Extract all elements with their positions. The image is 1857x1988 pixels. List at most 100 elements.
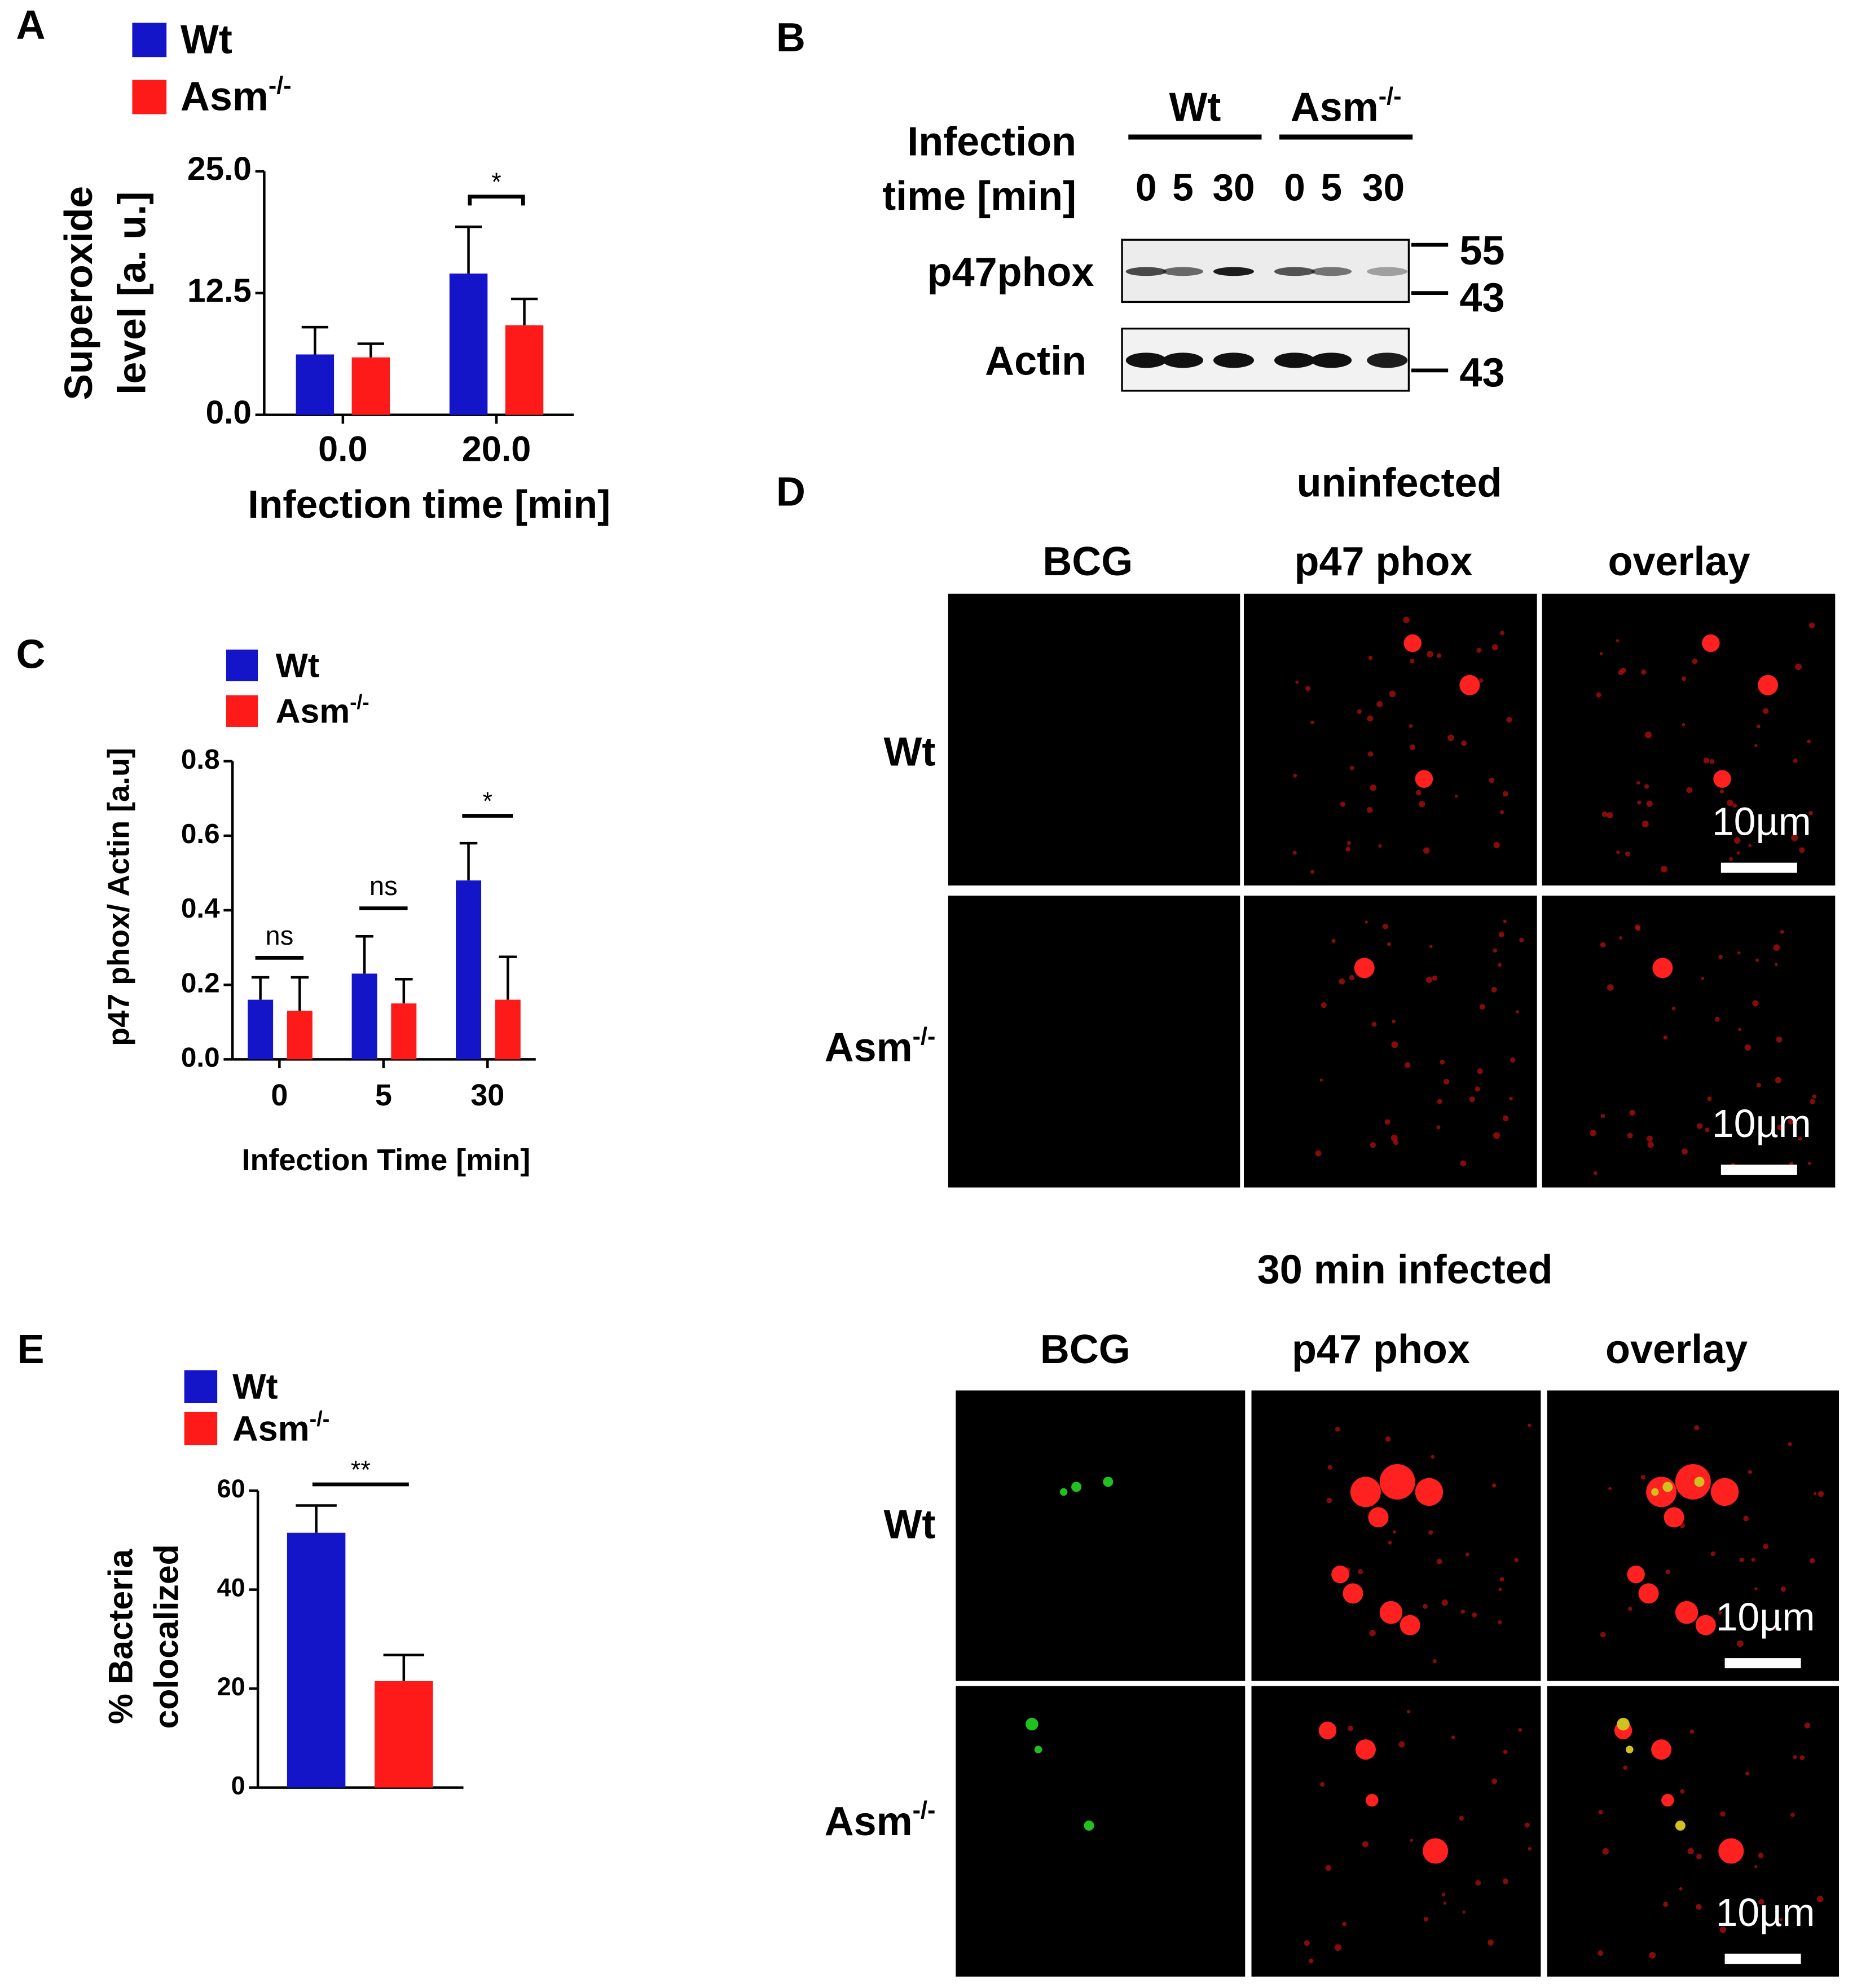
signal-dot xyxy=(1460,1160,1467,1167)
signal-dot xyxy=(1687,1848,1694,1855)
signal-dot xyxy=(1799,1755,1805,1760)
x-tick-label: 30 xyxy=(470,1078,504,1112)
section-title: 30 min infected xyxy=(1257,1247,1553,1292)
panel-letter: A xyxy=(16,3,45,48)
signal-dot xyxy=(1798,1136,1802,1141)
signal-dot xyxy=(1696,1123,1703,1129)
signal-dot xyxy=(1327,1465,1332,1470)
signal-dot xyxy=(1403,616,1410,623)
signal-dot xyxy=(1376,701,1383,708)
signal-dot xyxy=(1378,844,1382,848)
band xyxy=(1274,267,1315,276)
signal-blob xyxy=(1415,1478,1444,1506)
signal-dot xyxy=(1600,1113,1605,1118)
signal-dot xyxy=(1780,929,1784,934)
signal-dot xyxy=(1646,800,1653,807)
signal-dot xyxy=(1460,1609,1465,1614)
bacteria xyxy=(1694,1476,1705,1487)
signal-dot xyxy=(1628,1606,1632,1611)
signal-blob xyxy=(1758,675,1779,695)
signal-dot xyxy=(1701,977,1705,981)
signal-dot xyxy=(1368,655,1373,660)
signal-dot xyxy=(1524,1822,1530,1828)
signal-dot xyxy=(1709,759,1715,764)
signal-dot xyxy=(1325,1864,1332,1871)
signal-dot xyxy=(1755,958,1759,962)
bacteria xyxy=(1059,1488,1068,1496)
micrograph xyxy=(1251,1390,1541,1681)
signal-dot xyxy=(1636,781,1640,785)
micrograph xyxy=(1547,1390,1840,1681)
bacteria xyxy=(1103,1476,1114,1487)
signal-dot xyxy=(1602,1848,1609,1855)
signal-dot xyxy=(1410,1839,1413,1842)
signal-dot xyxy=(1732,803,1737,808)
scale-bar-label: 10µm xyxy=(1716,1595,1815,1639)
blot-label: Actin xyxy=(985,339,1086,384)
signal-blob xyxy=(1400,1615,1420,1636)
signal-dot xyxy=(1304,1940,1310,1946)
signal-dot xyxy=(1719,1927,1727,1933)
band xyxy=(1274,352,1315,368)
bacteria xyxy=(1651,1488,1659,1496)
signal-dot xyxy=(1756,1082,1761,1088)
signal-dot xyxy=(1367,806,1373,813)
row-label-main: Asm xyxy=(825,1025,913,1070)
row-label-sup: -/- xyxy=(913,1023,936,1050)
scale-bar xyxy=(1720,1165,1797,1175)
row-label: Asm-/- xyxy=(825,1797,936,1844)
signal-dot xyxy=(1763,1544,1768,1549)
signal-dot xyxy=(1738,1028,1741,1032)
bacteria xyxy=(1026,1717,1038,1731)
signal-dot xyxy=(1423,1916,1429,1922)
signal-dot xyxy=(1682,723,1686,727)
signal-blob xyxy=(1646,1476,1677,1507)
signal-dot xyxy=(1616,850,1620,854)
signal-dot xyxy=(1788,1118,1794,1125)
signal-dot xyxy=(1799,847,1805,853)
legend-label: Wt xyxy=(181,17,232,62)
y-tick-label: 60 xyxy=(217,1474,245,1503)
signal-blob xyxy=(1651,1739,1672,1760)
legend-swatch xyxy=(226,695,258,727)
y-axis-label: % Bacteria xyxy=(102,1548,140,1724)
signal-dot xyxy=(1751,1558,1755,1562)
signal-dot xyxy=(1779,1918,1783,1921)
group-label-main: Wt xyxy=(1169,85,1221,130)
row-label: Asm-/- xyxy=(825,1023,936,1070)
signal-dot xyxy=(1818,1491,1824,1497)
signal-blob xyxy=(1423,1838,1449,1864)
signal-dot xyxy=(1392,1530,1396,1534)
signal-dot xyxy=(1777,1124,1783,1131)
bacteria xyxy=(1617,1717,1630,1731)
signal-dot xyxy=(1689,1729,1695,1734)
y-tick-label: 0.0 xyxy=(181,1042,220,1073)
signal-dot xyxy=(1391,1041,1398,1048)
signal-dot xyxy=(1795,663,1802,671)
signal-dot xyxy=(1491,1483,1497,1488)
significance-label: * xyxy=(491,167,501,196)
bar xyxy=(505,325,544,415)
y-tick-label: 0 xyxy=(231,1771,245,1800)
lane-label: 5 xyxy=(1321,166,1342,209)
legend-label: Wt xyxy=(276,646,320,684)
signal-dot xyxy=(1649,1952,1656,1959)
signal-dot xyxy=(1808,810,1814,816)
signal-dot xyxy=(1503,1749,1508,1755)
panel-letter: C xyxy=(16,632,45,677)
scale-bar-label: 10µm xyxy=(1712,1101,1811,1145)
legend-label: Wt xyxy=(232,1367,278,1407)
signal-dot xyxy=(1804,1722,1811,1729)
signal-dot xyxy=(1790,1813,1795,1818)
signal-dot xyxy=(1491,1778,1498,1784)
micrograph xyxy=(1542,593,1836,886)
group-label: Wt xyxy=(1169,85,1221,130)
x-tick-label: 0 xyxy=(271,1078,288,1112)
signal-dot xyxy=(1808,622,1815,629)
signal-dot xyxy=(1441,1599,1448,1606)
legend-label-sup: -/- xyxy=(350,690,369,713)
error-bar xyxy=(291,976,309,1011)
signal-dot xyxy=(1729,857,1733,861)
band xyxy=(1311,267,1352,276)
band xyxy=(1367,267,1408,276)
